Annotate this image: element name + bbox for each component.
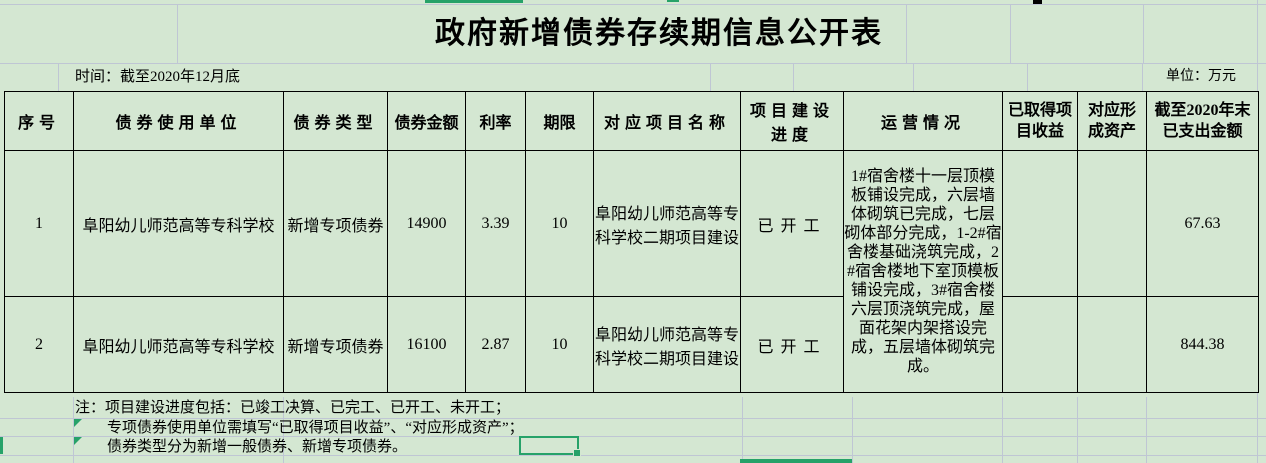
gridline [852,397,853,463]
cell-term[interactable]: 10 [525,296,594,393]
header-bond-type[interactable]: 债券类型 [283,91,388,151]
gridline [906,4,907,63]
gridline [0,4,1266,5]
header-operation[interactable]: 运营情况 [843,91,1003,151]
cell-spent[interactable]: 844.38 [1146,296,1259,393]
note-line-1[interactable]: 注：项目建设进度包括：已竣工决算、已完工、已开工、未开工； [75,400,511,416]
cell-bond-amount[interactable]: 16100 [387,296,466,393]
active-cell-selection[interactable] [519,436,581,457]
selection-border-fragment [667,0,679,2]
cell-progress[interactable]: 已开工 [740,150,844,297]
cell-bond-type[interactable]: 新增专项债券 [283,150,388,297]
gridline [1077,397,1078,463]
gridline [1146,397,1147,463]
gridline [58,63,59,91]
cell-seq[interactable]: 2 [4,296,74,393]
cell-bond-type[interactable]: 新增专项债券 [283,296,388,393]
header-row: 序号 债券使用单位 债券类型 债券金额 利率 期限 对应项目名称 项目建设进度 … [4,91,1259,151]
gridline [283,397,284,463]
note-line-2[interactable]: 专项债券使用单位需填写“已取得项目收益”、“对应形成资产”； [107,420,524,436]
page-title[interactable]: 政府新增债券存续期信息公开表 [435,17,883,50]
cell-bond-unit[interactable]: 阜阳幼儿师范高等专科学校 [73,150,284,297]
cell-assets[interactable] [1077,296,1147,393]
time-label-cell[interactable]: 时间：截至2020年12月底 [75,69,241,85]
gridline [0,455,1266,456]
cell-spent[interactable]: 67.63 [1146,150,1259,297]
header-rate[interactable]: 利率 [465,91,526,151]
gridline [0,418,1266,419]
cell-project-name[interactable]: 阜阳幼儿师范高等专科学校二期项目建设 [593,296,741,393]
gridline [73,397,74,463]
gridline [793,63,794,91]
header-bond-amount[interactable]: 债券金额 [387,91,466,151]
error-indicator-triangle-icon [74,419,82,427]
gridline [0,63,1266,64]
gridline [0,436,1266,437]
cell-rate[interactable]: 3.39 [465,150,526,297]
unit-label-cell[interactable]: 单位：万元 [1166,69,1236,84]
gridline [177,4,178,63]
gridline [1010,4,1011,63]
gridline [1027,63,1028,91]
fill-handle-fragment [1033,0,1042,4]
bond-table: 序号 债券使用单位 债券类型 债券金额 利率 期限 对应项目名称 项目建设进度 … [4,91,1259,393]
cell-term[interactable]: 10 [525,150,594,297]
cell-income[interactable] [1002,296,1078,393]
cell-progress[interactable]: 已开工 [740,296,844,393]
cell-bond-amount[interactable]: 14900 [387,150,466,297]
selection-border-fragment [0,437,3,454]
header-term[interactable]: 期限 [525,91,594,151]
selection-border-fragment [425,0,523,3]
table-row: 1 阜阳幼儿师范高等专科学校 新增专项债券 14900 3.39 10 阜阳幼儿… [4,150,1259,393]
header-assets[interactable]: 对应形 成资产 [1077,91,1147,151]
fill-handle[interactable] [573,449,581,457]
cell-assets[interactable] [1077,150,1147,297]
table-row: 2 阜阳幼儿师范高等专科学校 新增专项债券 16100 2.87 10 阜阳幼儿… [4,296,1259,393]
gridline [913,63,914,91]
note-line-3[interactable]: 债券类型分为新增一般债券、新增专项债券。 [107,439,408,455]
selection-border-fragment [740,459,852,463]
cell-project-name[interactable]: 阜阳幼儿师范高等专科学校二期项目建设 [593,150,741,297]
cell-rate[interactable]: 2.87 [465,296,526,393]
gridline [1143,4,1144,63]
header-project-name[interactable]: 对应项目名称 [593,91,741,151]
cell-bond-unit[interactable]: 阜阳幼儿师范高等专科学校 [73,296,284,393]
header-income[interactable]: 已取得项 目收益 [1002,91,1078,151]
header-progress[interactable]: 项目建设进度 [740,91,844,151]
cell-seq[interactable]: 1 [4,150,74,297]
cell-operation-merged[interactable]: 1#宿舍楼十一层顶模板铺设完成，六层墙体砌筑已完成，七层砌体部分完成，1-2#宿… [843,150,1003,393]
header-seq[interactable]: 序号 [4,91,74,151]
error-indicator-triangle-icon [74,437,82,445]
gridline [710,63,711,91]
gridline [742,397,743,463]
gridline [1002,397,1003,463]
gridline [1142,63,1143,91]
header-spent[interactable]: 截至2020年末 已支出金额 [1146,91,1259,151]
header-bond-unit[interactable]: 债券使用单位 [73,91,284,151]
cell-income[interactable] [1002,150,1078,297]
